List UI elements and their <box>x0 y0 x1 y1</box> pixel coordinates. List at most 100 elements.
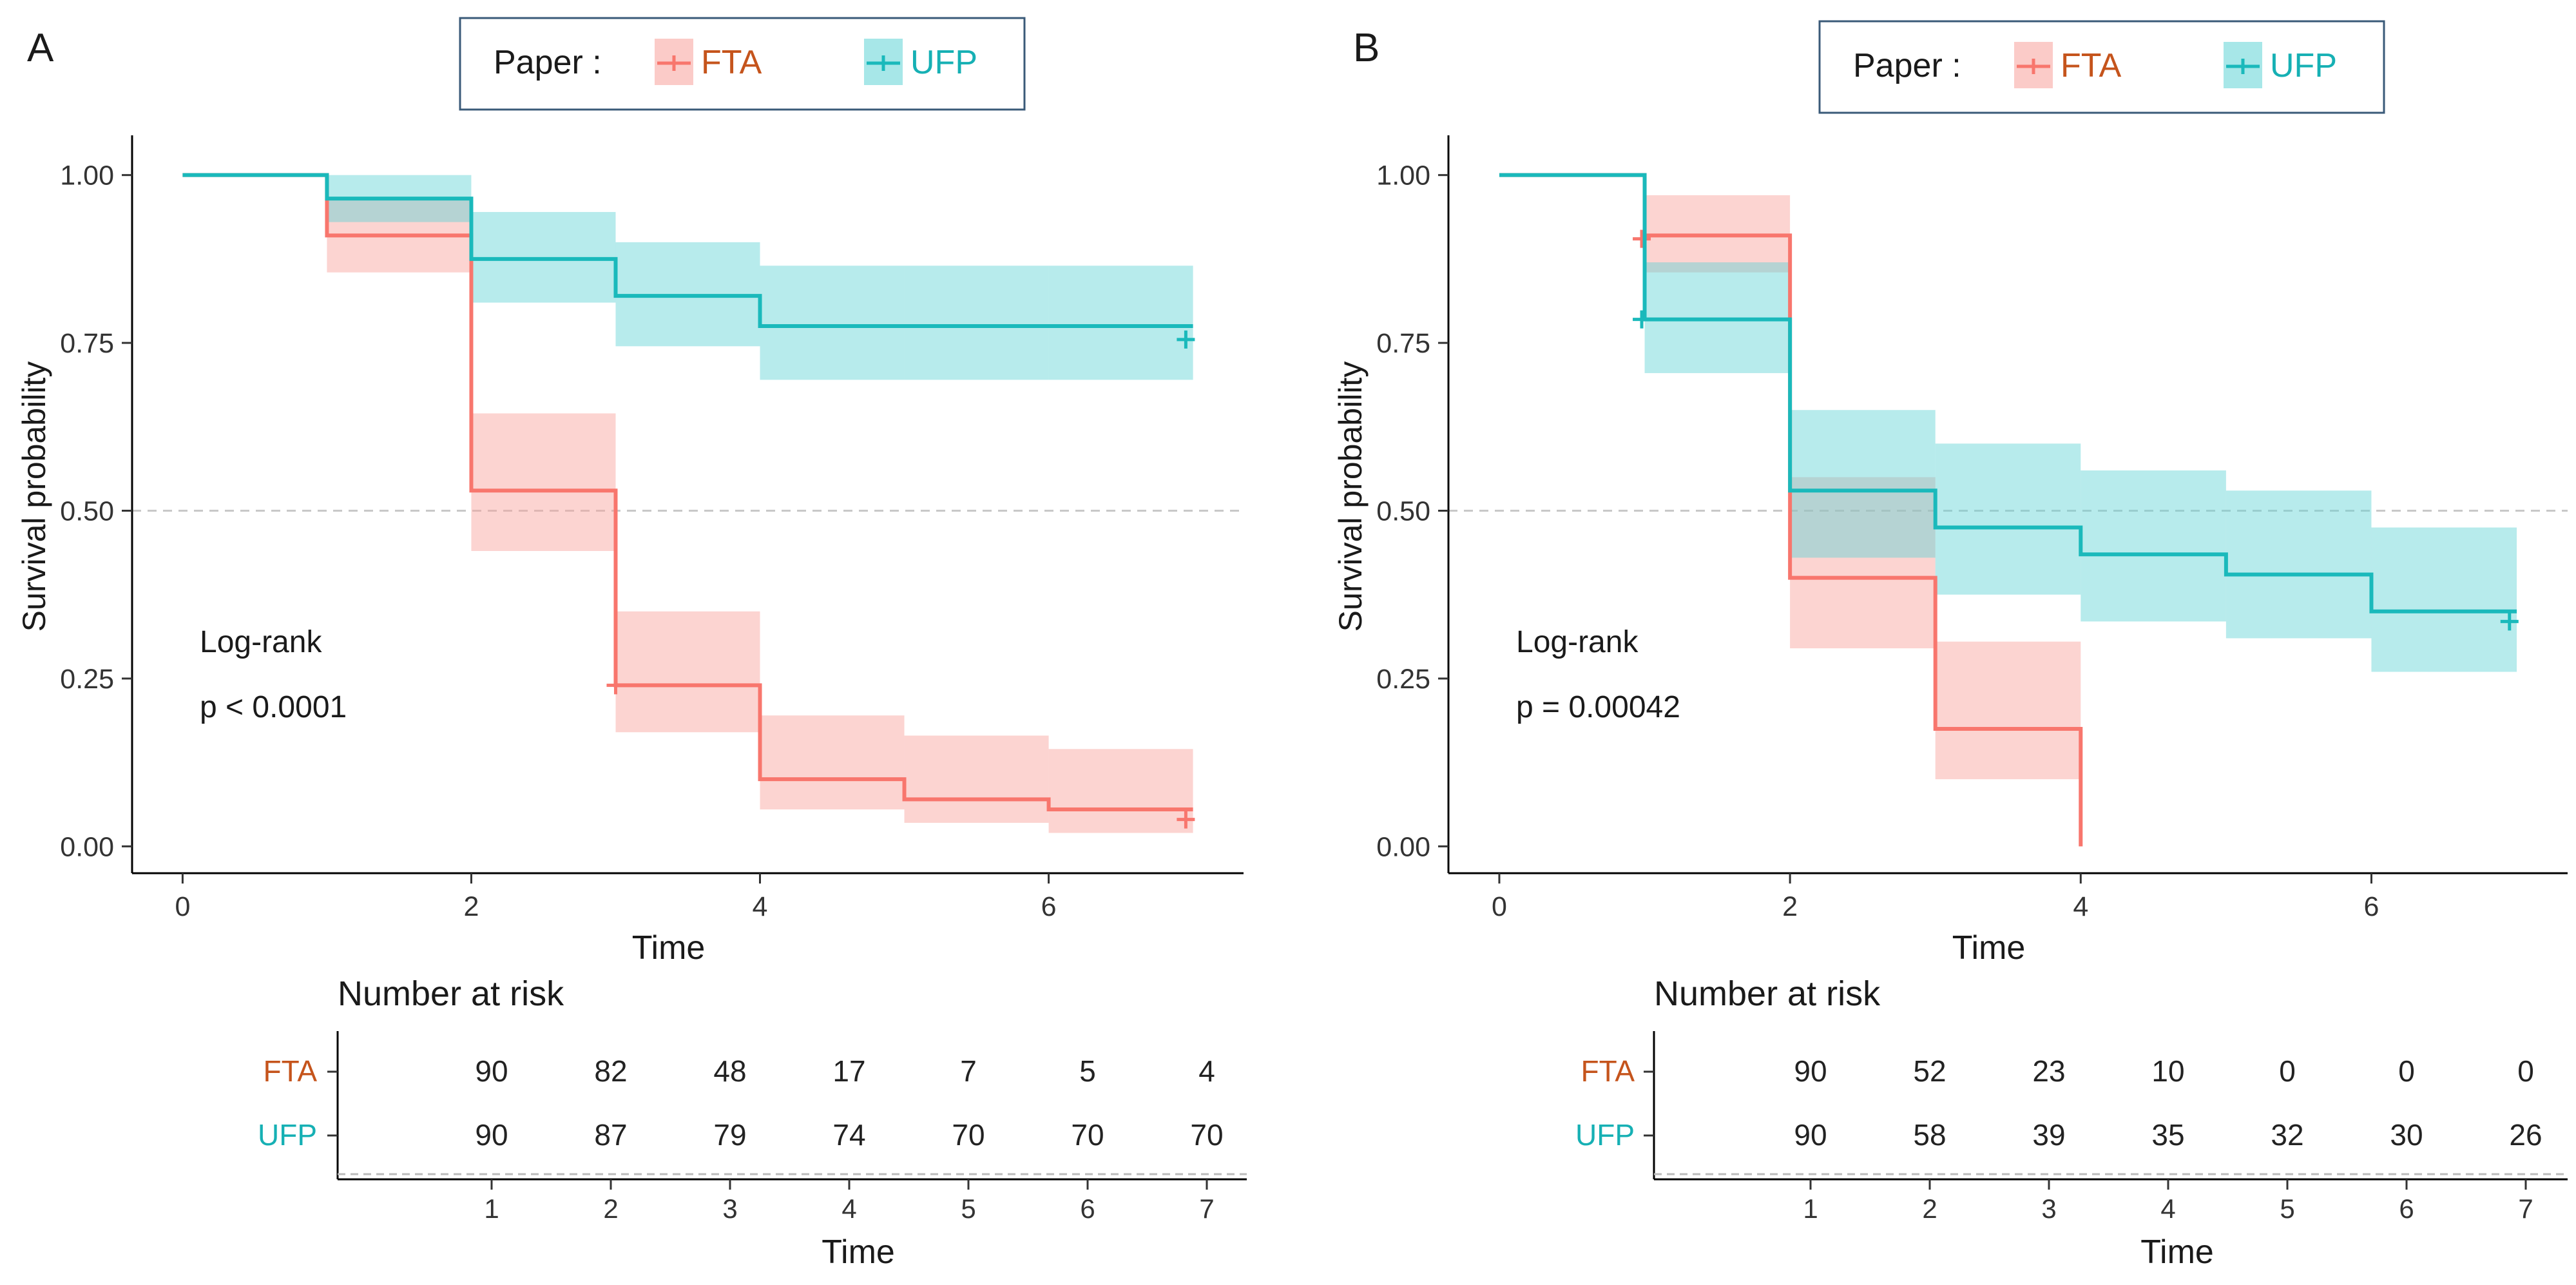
logrank-label: Log-rank <box>200 625 322 659</box>
censor-mark-ufp <box>2500 612 2519 631</box>
ci-segment <box>2081 470 2226 622</box>
risk-count: 48 <box>713 1054 746 1088</box>
risk-count: 52 <box>1913 1054 1946 1088</box>
risk-count: 0 <box>2398 1054 2415 1088</box>
risk-time-label: 6 <box>2399 1193 2414 1224</box>
risk-time-label: 6 <box>1080 1193 1095 1224</box>
risk-count: 70 <box>1071 1118 1104 1152</box>
risk-count: 30 <box>2390 1118 2423 1152</box>
survival-line-ufp <box>1499 173 2517 614</box>
survival-line-ufp <box>182 173 1193 329</box>
y-tick-label: 0.50 <box>60 496 114 527</box>
ci-segment <box>615 611 760 733</box>
ci-band-ufp <box>327 175 1193 380</box>
legend-title: Paper : <box>494 44 602 81</box>
legend-label-ufp: UFP <box>910 44 977 81</box>
y-tick-label: 0.25 <box>1376 664 1430 695</box>
logrank-pvalue: p < 0.0001 <box>200 690 347 724</box>
risk-count: 26 <box>2509 1118 2542 1152</box>
risk-time-label: 4 <box>2160 1193 2175 1224</box>
ci-segment <box>760 715 905 810</box>
risk-count: 7 <box>960 1054 977 1088</box>
legend: Paper : FTA UFP <box>1818 20 2385 114</box>
risk-row-label-fta: FTA <box>264 1054 318 1088</box>
x-axis-title: Time <box>1952 929 2026 967</box>
risk-time-label: 1 <box>1803 1193 1818 1224</box>
risk-count: 35 <box>2151 1118 2184 1152</box>
risk-count: 23 <box>2032 1054 2065 1088</box>
y-tick-label: 0.75 <box>60 328 114 359</box>
y-tick-label: 0.00 <box>60 831 114 862</box>
x-tick-label: 4 <box>2073 891 2088 922</box>
legend-box <box>459 17 1026 111</box>
risk-row-label-fta: FTA <box>1581 1054 1635 1088</box>
ci-segment <box>471 413 616 551</box>
risk-time-label: 3 <box>722 1193 737 1224</box>
risk-time-label: 3 <box>2041 1193 2056 1224</box>
risk-count: 90 <box>475 1054 508 1088</box>
risk-count: 90 <box>1794 1054 1827 1088</box>
y-axis-title: Survival probability <box>1332 362 1369 632</box>
risk-count: 10 <box>2151 1054 2184 1088</box>
risk-time-label: 4 <box>841 1193 856 1224</box>
x-axis-title: Time <box>632 929 706 967</box>
risk-time-label: 5 <box>2280 1193 2294 1224</box>
risk-table-x-title: Time <box>2140 1233 2214 1271</box>
ci-segment <box>1935 641 2081 780</box>
censor-mark-fta <box>1177 810 1195 829</box>
logrank-label: Log-rank <box>1516 625 1639 659</box>
risk-count: 32 <box>2271 1118 2303 1152</box>
panel-letter: A <box>27 26 54 70</box>
risk-table-title: Number at risk <box>338 974 564 1013</box>
risk-count: 70 <box>1190 1118 1223 1152</box>
y-tick-label: 1.00 <box>1376 160 1430 191</box>
survival-line-fta <box>182 173 1193 812</box>
risk-count: 5 <box>1079 1054 1096 1088</box>
risk-count: 79 <box>713 1118 746 1152</box>
risk-row-label-ufp: UFP <box>258 1118 317 1152</box>
x-tick-label: 4 <box>753 891 768 922</box>
risk-count: 4 <box>1198 1054 1215 1088</box>
y-tick-label: 0.75 <box>1376 328 1430 359</box>
ci-segment <box>1790 410 1936 558</box>
x-tick-label: 0 <box>1492 891 1507 922</box>
censor-mark-fta <box>606 676 625 695</box>
risk-count: 17 <box>832 1054 865 1088</box>
y-axis-title: Survival probability <box>16 362 52 632</box>
x-tick-label: 2 <box>464 891 479 922</box>
legend: Paper : FTA UFP <box>459 17 1026 111</box>
panel-letter: B <box>1353 26 1379 70</box>
legend-label-fta: FTA <box>701 44 762 81</box>
risk-count: 58 <box>1913 1118 1946 1152</box>
risk-count: 0 <box>2517 1054 2534 1088</box>
ci-segment <box>1935 443 2081 595</box>
risk-count: 87 <box>594 1118 627 1152</box>
ci-band-fta <box>1644 195 2081 780</box>
y-tick-label: 1.00 <box>60 160 114 191</box>
y-tick-label: 0.25 <box>60 664 114 695</box>
legend-label-fta: FTA <box>2061 47 2122 84</box>
ci-band-fta <box>327 198 1193 833</box>
legend-title: Paper : <box>1853 47 1961 84</box>
risk-table-title: Number at risk <box>1654 974 1881 1013</box>
legend-label-ufp: UFP <box>2270 47 2337 84</box>
risk-time-label: 7 <box>1199 1193 1214 1224</box>
risk-table-x-title: Time <box>822 1233 895 1271</box>
risk-row-label-ufp: UFP <box>1575 1118 1635 1152</box>
censor-mark-ufp <box>1177 330 1195 349</box>
x-tick-label: 6 <box>1041 891 1057 922</box>
risk-time-label: 7 <box>2518 1193 2533 1224</box>
ci-segment <box>2225 490 2372 639</box>
risk-count: 74 <box>832 1118 865 1152</box>
ci-segment <box>2371 527 2517 672</box>
x-tick-label: 0 <box>175 891 190 922</box>
ci-segment <box>904 735 1049 823</box>
ci-segment <box>1048 266 1193 380</box>
logrank-pvalue: p = 0.00042 <box>1516 690 1680 724</box>
risk-count: 0 <box>2279 1054 2296 1088</box>
y-tick-label: 0.00 <box>1376 831 1430 862</box>
risk-count: 90 <box>1794 1118 1827 1152</box>
panel-b: B 0.00 0.25 0.50 0.75 1.00 0 2 4 6 Time Survival pr… <box>1332 20 2568 1271</box>
